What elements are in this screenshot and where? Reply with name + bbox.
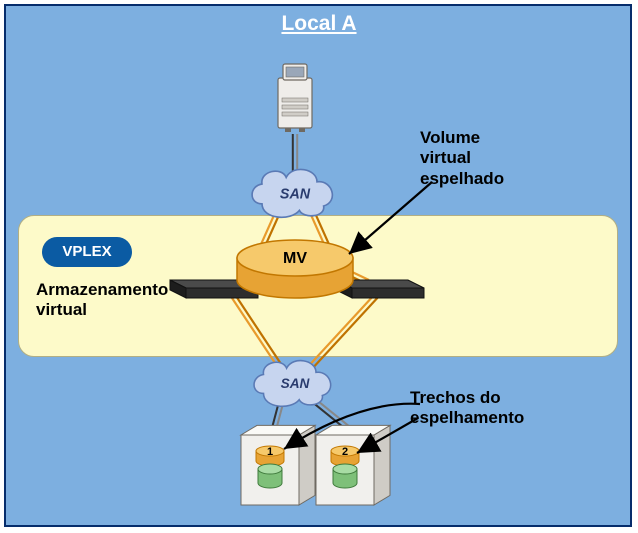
diagram-canvas: Local A SANMVSAN12 VPLEX Armazenamento v… [0, 0, 638, 533]
disk-number: 1 [267, 446, 273, 458]
vplex-text: VPLEX [62, 243, 111, 260]
volume-label-line2: virtual [420, 148, 471, 167]
san-label: SAN [280, 186, 311, 202]
san-cloud-bottom: SAN [254, 361, 331, 407]
storage-label-line1: Armazenamento [36, 280, 168, 299]
san-label: SAN [281, 376, 311, 391]
san-cloud-top: SAN [252, 169, 332, 217]
server-icon [278, 64, 312, 132]
volume-label-line3: espelhado [420, 169, 504, 188]
arrow-volume [349, 182, 432, 254]
volume-label: Volume virtual espelhado [420, 128, 504, 189]
disk-number: 2 [342, 446, 348, 458]
storage-label-line2: virtual [36, 300, 87, 319]
mirrored-volume-icon: MV [237, 240, 353, 298]
storage-array-icon: 2 [316, 425, 390, 505]
mirror-label-line2: espelhamento [410, 408, 524, 427]
storage-label: Armazenamento virtual [36, 280, 168, 321]
vplex-badge: VPLEX [42, 237, 132, 267]
mv-label: MV [283, 250, 307, 267]
volume-label-line1: Volume [420, 128, 480, 147]
mirror-label: Trechos do espelhamento [410, 388, 524, 429]
mirror-label-line1: Trechos do [410, 388, 501, 407]
